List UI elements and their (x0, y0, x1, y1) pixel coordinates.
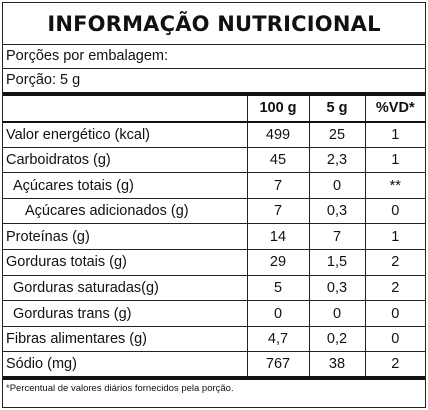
header-5g: 5 g (308, 96, 365, 123)
value-vd: 2 (364, 351, 425, 380)
table-row: Proteínas (g) 14 7 1 (3, 223, 425, 251)
value-5g: 0,2 (308, 326, 365, 353)
value-100g: 14 (246, 223, 309, 251)
nutrient-name: Fibras alimentares (g) (3, 326, 247, 353)
table-row: Valor energético (kcal) 499 25 1 (3, 121, 425, 148)
nutrient-name: Carboidratos (g) (3, 147, 247, 174)
footnote: *Percentual de valores diários fornecido… (6, 382, 234, 394)
value-100g: 4,7 (246, 326, 309, 353)
header-row: 100 g 5 g %VD* (3, 96, 425, 123)
value-100g: 5 (246, 275, 309, 302)
nutrient-name: Valor energético (kcal) (3, 121, 247, 148)
label-title: INFORMAÇÃO NUTRICIONAL (3, 3, 425, 45)
table-row: Gorduras saturadas(g) 5 0,3 2 (3, 275, 425, 302)
nutrient-name: Gorduras totais (g) (3, 249, 247, 276)
value-vd: ** (364, 172, 425, 199)
value-vd: 2 (364, 275, 425, 302)
value-5g: 0 (308, 172, 365, 199)
value-5g: 0 (308, 300, 365, 327)
nutrient-name: Gorduras saturadas(g) (3, 275, 247, 302)
servings-per-package: Porções por embalagem: (3, 45, 425, 69)
nutrient-name: Açúcares totais (g) (3, 172, 247, 199)
value-100g: 767 (246, 351, 309, 380)
table-row: Carboidratos (g) 45 2,3 1 (3, 147, 425, 174)
nutrition-table: 100 g 5 g %VD* Valor energético (kcal) 4… (3, 96, 425, 380)
table-row: Sódio (mg) 767 38 2 (3, 351, 425, 380)
value-5g: 25 (308, 121, 365, 148)
header-100g: 100 g (246, 96, 309, 123)
value-100g: 29 (246, 249, 309, 276)
value-vd: 1 (364, 121, 425, 148)
value-100g: 7 (246, 198, 309, 225)
value-5g: 2,3 (308, 147, 365, 174)
header-vd: %VD* (364, 96, 425, 123)
value-5g: 0,3 (308, 198, 365, 225)
value-100g: 7 (246, 172, 309, 199)
value-100g: 499 (246, 121, 309, 148)
nutrient-name: Gorduras trans (g) (3, 300, 247, 327)
value-5g: 1,5 (308, 249, 365, 276)
serving-size: Porção: 5 g (3, 69, 425, 96)
table-row: Gorduras trans (g) 0 0 0 (3, 300, 425, 327)
value-100g: 45 (246, 147, 309, 174)
table-row: Açúcares adicionados (g) 7 0,3 0 (3, 198, 425, 225)
value-vd: 2 (364, 249, 425, 276)
value-vd: 0 (364, 326, 425, 353)
table-row: Fibras alimentares (g) 4,7 0,2 0 (3, 326, 425, 353)
value-vd: 1 (364, 147, 425, 174)
value-vd: 1 (364, 223, 425, 251)
nutrient-name: Açúcares adicionados (g) (3, 198, 247, 225)
table-row: Açúcares totais (g) 7 0 ** (3, 172, 425, 199)
value-vd: 0 (364, 198, 425, 225)
table-row: Gorduras totais (g) 29 1,5 2 (3, 249, 425, 276)
value-5g: 0,3 (308, 275, 365, 302)
value-5g: 7 (308, 223, 365, 251)
nutrient-name: Proteínas (g) (3, 223, 247, 251)
value-100g: 0 (246, 300, 309, 327)
value-vd: 0 (364, 300, 425, 327)
nutrient-name: Sódio (mg) (3, 351, 247, 380)
value-5g: 38 (308, 351, 365, 380)
header-blank (3, 96, 247, 123)
